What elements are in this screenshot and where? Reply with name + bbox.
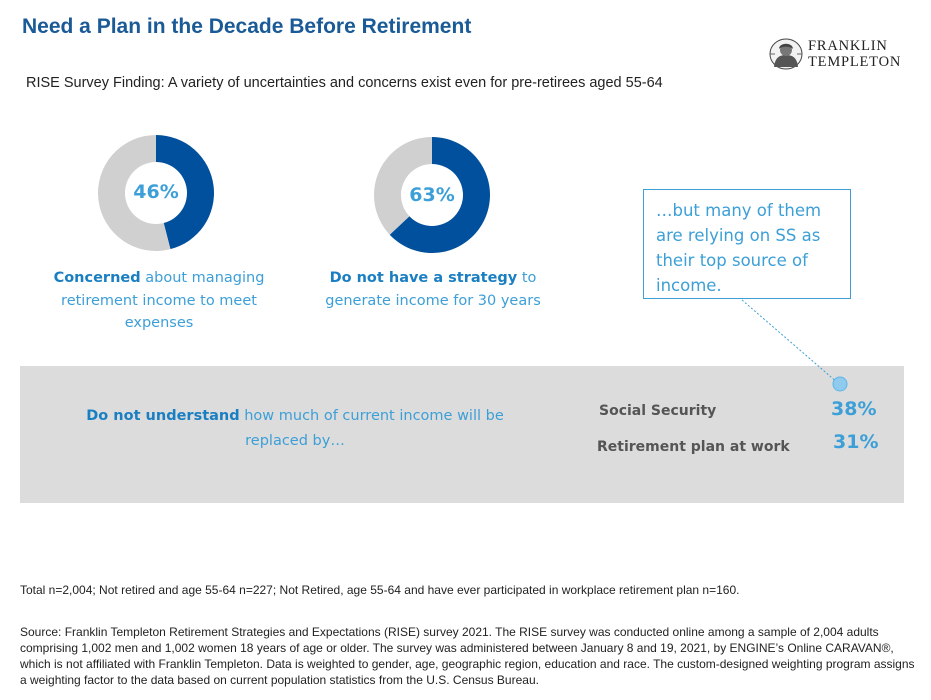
logo-wordmark: FRANKLIN TEMPLETON bbox=[808, 38, 901, 70]
page-subtitle: RISE Survey Finding: A variety of uncert… bbox=[26, 75, 663, 91]
category-value-retirement-plan: 31% bbox=[833, 431, 879, 453]
category-value-social-security: 38% bbox=[831, 398, 877, 420]
caption-no-strategy-bold: Do not have a strategy bbox=[329, 270, 518, 286]
panel-intro-text: Do not understand how much of current in… bbox=[60, 404, 530, 454]
donut-slice-highlight bbox=[389, 137, 490, 253]
donut-value-concerned: 46% bbox=[133, 181, 179, 203]
portrait-seal-icon bbox=[769, 38, 803, 70]
caption-concerned: Concerned about managing retirement inco… bbox=[46, 267, 272, 335]
donut-value-no-strategy: 63% bbox=[409, 184, 455, 206]
caption-concerned-bold: Concerned bbox=[53, 270, 141, 286]
donut-segments-1 bbox=[98, 135, 214, 251]
callout-box: …but many of them are relying on SS as t… bbox=[643, 189, 851, 299]
caption-no-strategy-rest: to generate income for 30 years bbox=[325, 270, 541, 309]
donut-chart-no-strategy bbox=[374, 137, 490, 253]
donut-slice-remainder bbox=[98, 135, 171, 251]
donut-segments-2 bbox=[374, 137, 490, 253]
category-label-social-security: Social Security bbox=[599, 403, 717, 419]
page-title: Need a Plan in the Decade Before Retirem… bbox=[22, 15, 472, 38]
donut-slice-remainder bbox=[374, 137, 432, 235]
panel-intro-rest: how much of current income will be repla… bbox=[239, 408, 504, 449]
caption-concerned-rest: about managing retirement income to meet… bbox=[61, 270, 265, 331]
category-label-retirement-plan: Retirement plan at work bbox=[597, 439, 790, 455]
caption-no-strategy: Do not have a strategy to generate incom… bbox=[318, 267, 548, 312]
logo-line-2: TEMPLETON bbox=[808, 54, 902, 70]
sample-size-footnote: Total n=2,004; Not retired and age 55-64… bbox=[20, 583, 740, 597]
logo-line-1: FRANKLIN bbox=[808, 38, 888, 54]
callout-text: …but many of them are relying on SS as t… bbox=[656, 201, 822, 295]
income-replacement-panel bbox=[20, 366, 904, 503]
donut-slice-highlight bbox=[156, 135, 214, 250]
franklin-templeton-logo bbox=[769, 38, 803, 70]
panel-intro-bold: Do not understand bbox=[86, 408, 240, 424]
donut-chart-concerned bbox=[98, 135, 214, 251]
source-note: Source: Franklin Templeton Retirement St… bbox=[20, 625, 915, 687]
